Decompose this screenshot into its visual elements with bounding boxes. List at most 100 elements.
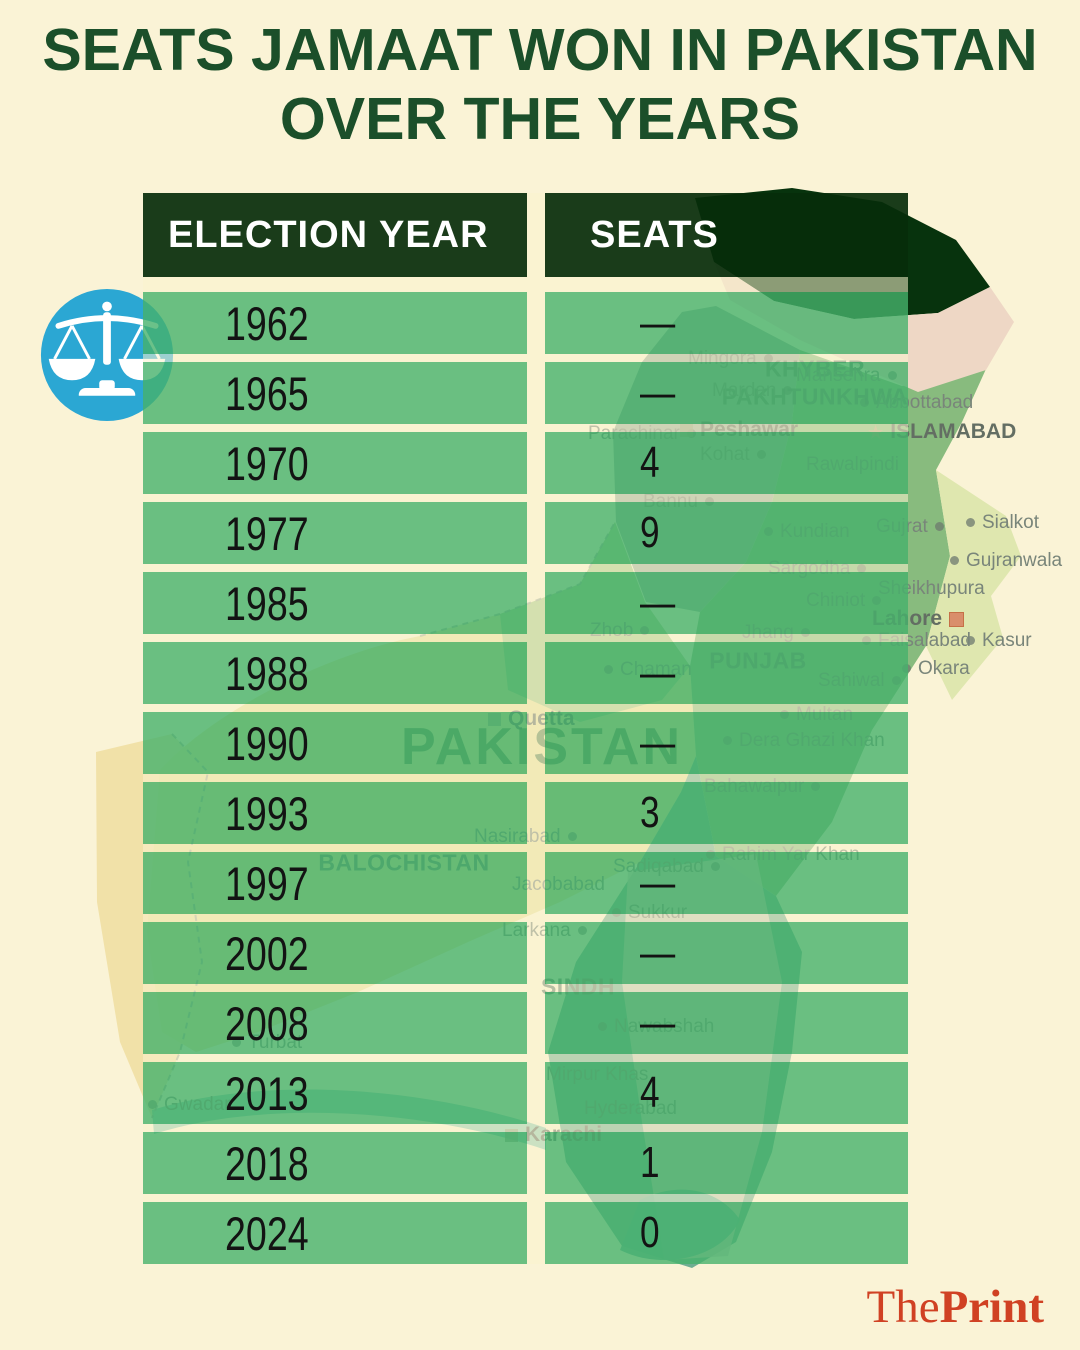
row-gap	[143, 494, 908, 502]
election-year-cell: 1962	[143, 292, 527, 354]
seats-value: 1	[640, 1138, 660, 1187]
seats-value: —	[640, 928, 676, 977]
region-east-punjab	[926, 470, 1021, 700]
row-gap	[143, 564, 908, 572]
page-title-line1: SEATS JAMAAT WON IN PAKISTAN	[42, 17, 1038, 83]
seats-cell: —	[545, 362, 908, 424]
election-year-value: 1990	[225, 716, 309, 770]
seats-value: 4	[640, 1068, 660, 1117]
row-gap	[143, 914, 908, 922]
election-year-value: 2018	[225, 1136, 309, 1190]
table-row: 2013 4	[143, 1062, 908, 1124]
seats-cell: 0	[545, 1202, 908, 1264]
column-gap	[527, 1132, 545, 1194]
seats-value: —	[640, 368, 676, 417]
seats-cell: —	[545, 922, 908, 984]
election-year-value: 1985	[225, 576, 309, 630]
column-gap	[527, 502, 545, 564]
election-year-cell: 1997	[143, 852, 527, 914]
seats-cell: —	[545, 572, 908, 634]
election-year-value: 2002	[225, 926, 309, 980]
column-gap	[527, 782, 545, 844]
column-gap	[527, 642, 545, 704]
column-gap	[527, 1202, 545, 1264]
election-year-value: 1977	[225, 506, 309, 560]
map-label-sialkot: Sialkot	[966, 512, 1039, 534]
seats-cell: 9	[545, 502, 908, 564]
table-row: 1965 —	[143, 362, 908, 424]
seats-table: ELECTION YEAR SEATS 1962 — 1965 — 1970 4 1977 9…	[143, 193, 908, 1264]
city-dot-icon	[966, 518, 975, 528]
column-gap	[527, 362, 545, 424]
row-gap	[143, 844, 908, 852]
table-row: 1985 —	[143, 572, 908, 634]
map-label-okara: Okara	[902, 658, 970, 680]
election-year-value: 1962	[225, 296, 309, 350]
header-body-gap	[143, 277, 908, 292]
table-row: 1977 9	[143, 502, 908, 564]
column-gap	[527, 992, 545, 1054]
table-row: 1990 —	[143, 712, 908, 774]
row-gap	[143, 1054, 908, 1062]
column-gap	[527, 292, 545, 354]
row-gap	[143, 704, 908, 712]
seats-cell: 4	[545, 1062, 908, 1124]
column-header-election-year: ELECTION YEAR	[143, 193, 527, 277]
seats-cell: 4	[545, 432, 908, 494]
seats-value: 0	[640, 1208, 660, 1257]
row-gap	[143, 1194, 908, 1202]
seats-cell: —	[545, 852, 908, 914]
seats-cell: —	[545, 712, 908, 774]
election-year-value: 1993	[225, 786, 309, 840]
seats-value: —	[640, 998, 676, 1047]
page-title: SEATS JAMAAT WON IN PAKISTAN OVER THE YE…	[0, 16, 1080, 154]
city-square-icon	[949, 611, 965, 627]
seats-value: —	[640, 858, 676, 907]
election-year-value: 1970	[225, 436, 309, 490]
election-year-value: 2008	[225, 996, 309, 1050]
election-year-cell: 1965	[143, 362, 527, 424]
table-row: 1993 3	[143, 782, 908, 844]
election-year-cell: 1988	[143, 642, 527, 704]
election-year-value: 1988	[225, 646, 309, 700]
table-row: 2002 —	[143, 922, 908, 984]
row-gap	[143, 424, 908, 432]
table-row: 2008 —	[143, 992, 908, 1054]
table-header-row: ELECTION YEAR SEATS	[143, 193, 908, 277]
map-label-gujranwala: Gujranwala	[950, 550, 1062, 572]
election-year-value: 2013	[225, 1066, 309, 1120]
seats-value: —	[640, 648, 676, 697]
city-dot-icon	[950, 556, 959, 566]
seats-value: 9	[640, 508, 660, 557]
election-year-cell: 1985	[143, 572, 527, 634]
seats-value: 4	[640, 438, 660, 487]
election-year-cell: 2024	[143, 1202, 527, 1264]
election-year-cell: 2013	[143, 1062, 527, 1124]
seats-value: —	[640, 718, 676, 767]
city-dot-icon	[934, 522, 944, 532]
theprint-logo: ThePrint	[867, 1280, 1045, 1334]
election-year-cell: 1990	[143, 712, 527, 774]
seats-value: —	[640, 298, 676, 347]
column-gap	[527, 852, 545, 914]
election-year-cell: 1970	[143, 432, 527, 494]
seats-cell: 1	[545, 1132, 908, 1194]
election-year-value: 2024	[225, 1206, 309, 1260]
election-year-cell: 1993	[143, 782, 527, 844]
column-gap	[527, 572, 545, 634]
seats-cell: —	[545, 992, 908, 1054]
column-header-seats: SEATS	[545, 193, 908, 277]
column-gap	[527, 712, 545, 774]
table-row: 2024 0	[143, 1202, 908, 1264]
election-year-cell: 2008	[143, 992, 527, 1054]
election-year-cell: 2002	[143, 922, 527, 984]
seats-value: —	[640, 578, 676, 627]
map-label-kasur: Kasur	[966, 630, 1032, 652]
column-gap	[527, 432, 545, 494]
row-gap	[143, 984, 908, 992]
header-column-gap	[527, 193, 545, 277]
election-year-value: 1965	[225, 366, 309, 420]
election-year-value: 1997	[225, 856, 309, 910]
theprint-logo-the: The	[866, 1281, 940, 1333]
table-row: 1962 —	[143, 292, 908, 354]
